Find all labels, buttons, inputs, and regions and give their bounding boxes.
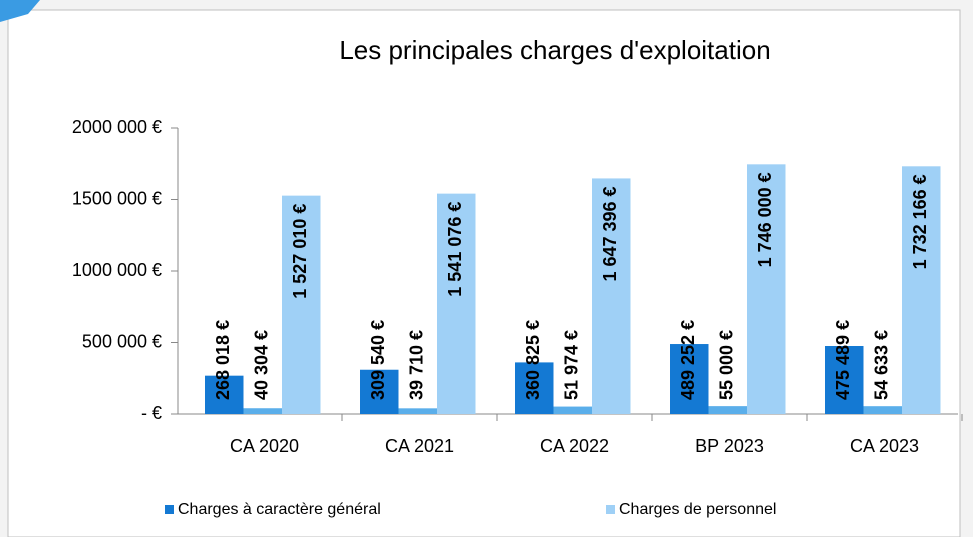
bar (398, 408, 437, 414)
value-label: 309 540 € (368, 320, 388, 400)
x-tick-label: CA 2022 (540, 436, 609, 456)
bar (592, 178, 631, 414)
value-label: 1 527 010 € (290, 204, 310, 299)
value-label: 1 746 000 € (755, 172, 775, 267)
bar (825, 346, 864, 414)
bar (360, 369, 399, 414)
value-label: 39 710 € (407, 330, 427, 400)
value-label: 1 732 166 € (910, 174, 930, 269)
value-label: 51 974 € (562, 330, 582, 400)
legend-label: Charges à caractère général (178, 501, 381, 518)
legend-swatch (606, 505, 615, 514)
y-tick-label: 2000 000 € (72, 117, 162, 137)
y-tick-label: 1500 000 € (72, 188, 162, 208)
bar (243, 408, 282, 414)
bar (902, 166, 941, 414)
value-label: 360 825 € (523, 320, 543, 400)
bar (747, 164, 786, 414)
value-label: 54 633 € (872, 330, 892, 400)
legend-swatch (165, 505, 174, 514)
y-tick-label: 1000 000 € (72, 260, 162, 280)
bar (670, 344, 709, 414)
value-label: 489 252 € (678, 320, 698, 400)
bar (708, 406, 747, 414)
bar (205, 375, 244, 414)
y-tick-label: - € (141, 403, 162, 423)
bar (437, 193, 476, 414)
bar (553, 406, 592, 414)
x-tick-label: CA 2020 (230, 436, 299, 456)
legend-label: Charges de personnel (619, 501, 776, 518)
value-label: 1 541 076 € (445, 202, 465, 297)
decoration (0, 0, 40, 22)
value-label: 475 489 € (833, 320, 853, 400)
bar (515, 362, 554, 414)
chart-frame (7, 9, 961, 537)
value-label: 268 018 € (213, 320, 233, 400)
value-label: 1 647 396 € (600, 186, 620, 281)
value-label: 55 000 € (717, 330, 737, 400)
bar (282, 195, 321, 414)
x-tick-label: CA 2023 (850, 436, 919, 456)
bar (863, 406, 902, 414)
value-label: 40 304 € (252, 330, 272, 400)
x-tick-label: BP 2023 (695, 436, 764, 456)
chart-title: Les principales charges d'exploitation (339, 35, 770, 65)
x-tick-label: CA 2021 (385, 436, 454, 456)
y-tick-label: 500 000 € (82, 331, 162, 351)
